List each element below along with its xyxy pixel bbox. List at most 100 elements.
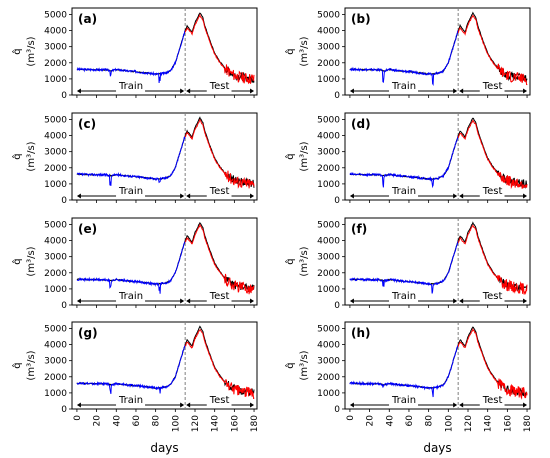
y-axis-label-unit: (m³/s) (26, 141, 37, 171)
plot-frame (71, 7, 258, 96)
x-tick-label: 160 (503, 415, 513, 432)
panel-label: (a) (78, 12, 97, 26)
y-tick-label: 0 (334, 196, 340, 206)
x-tick-label: 100 (444, 415, 454, 432)
arrow-head-left (459, 193, 464, 199)
x-tick-label: 180 (523, 415, 533, 432)
panel-e: 0 1000 2000 3000 4000 5000 q̂ (m³/s) (e) Train Tes… (11, 217, 258, 311)
y-tick-label: 2000 (317, 373, 340, 383)
y-tick-label: 4000 (317, 341, 340, 351)
x-tick-label: 160 (230, 415, 240, 432)
y-tick-label: 4000 (317, 27, 340, 37)
train-series (349, 345, 459, 398)
test-series (184, 13, 255, 85)
y-tick-label: 1000 (317, 285, 340, 295)
y-tick-label: 2000 (44, 269, 67, 279)
y-tick-label: 1000 (44, 285, 67, 295)
x-tick-label: 40 (385, 415, 395, 427)
arrow-head-left (76, 193, 81, 199)
x-tick-label: 60 (405, 415, 415, 427)
train-region-label: Train (391, 81, 416, 92)
x-tick-label: 80 (152, 415, 162, 427)
train-series (76, 135, 186, 186)
region-label-bg (389, 395, 419, 406)
y-tick-label: 5000 (317, 115, 340, 125)
y-tick-label: 3000 (317, 148, 340, 158)
arrow-head-right (180, 193, 185, 199)
x-tick-label: 20 (93, 415, 103, 427)
region-label-bg (479, 291, 505, 302)
arrow-head-right (180, 88, 185, 94)
y-tick-label: 5000 (317, 220, 340, 230)
y-axis-label-unit: (m³/s) (299, 36, 310, 66)
panel-label: (d) (351, 117, 371, 131)
y-axis-label-unit: (m³/s) (299, 246, 310, 276)
y-tick-label: 0 (334, 91, 340, 101)
y-tick-label: 4000 (317, 237, 340, 247)
test-series (184, 223, 255, 295)
train-series (76, 345, 186, 394)
panel-label: (f) (351, 222, 367, 236)
train-region-label: Train (391, 186, 416, 197)
arrow-head-right (453, 402, 458, 408)
arrow-head-left (76, 298, 81, 304)
panel-h: 0 1000 2000 3000 4000 5000 0 20 40 60 80 100 120 140 1… (284, 321, 533, 432)
region-label-bg (116, 395, 146, 406)
y-tick-label: 1000 (44, 180, 67, 190)
test-region-label: Test (482, 395, 503, 406)
y-axis-label-symbol: q̂ (284, 153, 296, 159)
train-series (76, 241, 186, 294)
arrow-head-left (186, 193, 191, 199)
panel-label: (h) (351, 326, 371, 340)
y-tick-label: 3000 (317, 43, 340, 53)
panel-b: 0 1000 2000 3000 4000 5000 q̂ (m³/s) (b) Train Tes… (284, 7, 531, 101)
train-region-label: Train (118, 81, 143, 92)
x-tick-label: 180 (250, 415, 260, 432)
arrow-head-left (186, 88, 191, 94)
y-tick-label: 4000 (44, 27, 67, 37)
plot-frame (71, 112, 258, 201)
arrow-head-left (459, 402, 464, 408)
panel-f: 0 1000 2000 3000 4000 5000 q̂ (m³/s) (f) Train Tes… (284, 217, 531, 311)
y-axis-label-symbol: q̂ (11, 258, 23, 264)
test-region-label: Test (209, 186, 230, 197)
panel-label: (e) (78, 222, 97, 236)
x-tick-label: 120 (464, 415, 474, 432)
plot-frame (71, 321, 258, 410)
y-tick-label: 4000 (44, 341, 67, 351)
region-label-bg (389, 291, 419, 302)
arrow-head-left (349, 402, 354, 408)
test-region-label: Test (482, 186, 503, 197)
arrow-head-left (76, 402, 81, 408)
region-label-bg (389, 186, 419, 197)
y-tick-label: 0 (61, 196, 67, 206)
y-tick-label: 2000 (44, 373, 67, 383)
test-series (457, 119, 528, 190)
region-label-bg (206, 395, 232, 406)
y-tick-label: 2000 (44, 59, 67, 69)
panel-label: (c) (78, 117, 96, 131)
arrow-head-right (180, 402, 185, 408)
plot-frame (344, 112, 531, 201)
panel-label: (g) (78, 326, 98, 340)
arrow-head-right (180, 298, 185, 304)
arrow-head-right (523, 402, 528, 408)
y-tick-label: 5000 (44, 115, 67, 125)
x-tick-label: 100 (171, 415, 181, 432)
arrow-head-right (453, 298, 458, 304)
train-region-label: Train (118, 186, 143, 197)
plot-frame (344, 321, 531, 410)
x-axis-label-right: days (423, 441, 451, 455)
train-region-label: Train (391, 291, 416, 302)
y-axis-label-unit: (m³/s) (299, 350, 310, 380)
x-tick-label: 60 (132, 415, 142, 427)
arrow-head-right (523, 298, 528, 304)
test-region-label: Test (482, 291, 503, 302)
train-series (349, 30, 459, 87)
panel-a: 0 1000 2000 3000 4000 5000 q̂ (m³/s) (a) Train Tes… (11, 7, 258, 101)
y-tick-label: 4000 (44, 132, 67, 142)
arrow-head-right (523, 193, 528, 199)
region-label-bg (389, 81, 419, 92)
x-tick-label: 0 (73, 415, 83, 421)
